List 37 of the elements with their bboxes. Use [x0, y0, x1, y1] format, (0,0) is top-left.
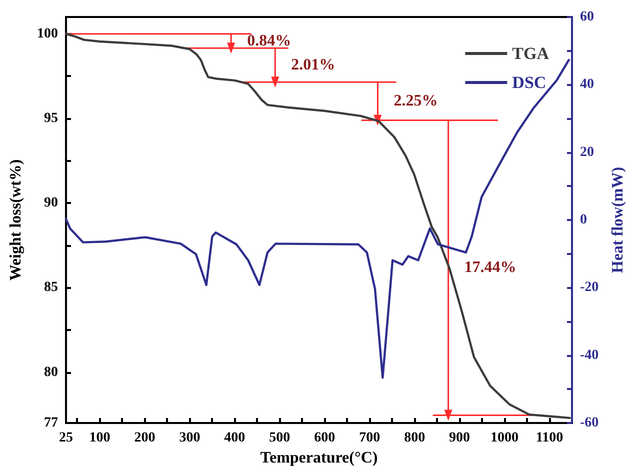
x-tick-label: 1100	[536, 430, 564, 446]
x-tick-label: 800	[404, 430, 426, 446]
annotation: 2.25%	[394, 92, 438, 110]
y2-tick-label: -20	[580, 280, 599, 296]
legend-label: TGA	[512, 44, 550, 63]
y2-axis-title: Heat flow(mW)	[610, 166, 626, 274]
x-tick-label: 200	[134, 430, 156, 446]
annotation: 0.84%	[247, 32, 292, 50]
y-tick-label: 80	[44, 364, 58, 380]
x-tick-label: 600	[314, 430, 336, 446]
annotation: 2.01%	[291, 56, 336, 74]
y2-tick-label: 0	[580, 212, 587, 228]
x-tick-label: 700	[359, 430, 380, 446]
x-tick-label: 100	[89, 430, 110, 446]
x-tick-label: 500	[269, 430, 290, 446]
y-tick-label: 100	[37, 26, 58, 42]
y2-tick-label: -40	[580, 348, 599, 363]
legend-label: DSC	[512, 73, 546, 92]
y-tick-label: 95	[44, 111, 58, 126]
y2-tick-label: 60	[580, 10, 594, 24]
point	[227, 42, 236, 54]
annotation: 17.44%	[464, 259, 516, 276]
point	[444, 410, 452, 421]
y2-tick-label: 40	[580, 77, 594, 92]
y-tick-label: 90	[44, 196, 58, 211]
x-tick-label: 1000	[490, 430, 519, 446]
x-axis-title: Temperature(°C)	[260, 449, 378, 466]
point	[271, 76, 280, 88]
y-tick-label: 85	[44, 280, 58, 296]
y-axis-title: Weight loss(wt%)	[8, 159, 24, 281]
x-tick-label: 25	[59, 430, 73, 446]
y2-tick-label: -60	[580, 416, 599, 430]
y2-tick-label: 20	[580, 144, 594, 160]
x-tick-label: 300	[179, 430, 200, 446]
x-tick-label: 900	[449, 430, 470, 446]
y-tick-label: 77	[44, 416, 58, 430]
x-tick-label: 400	[224, 430, 246, 446]
